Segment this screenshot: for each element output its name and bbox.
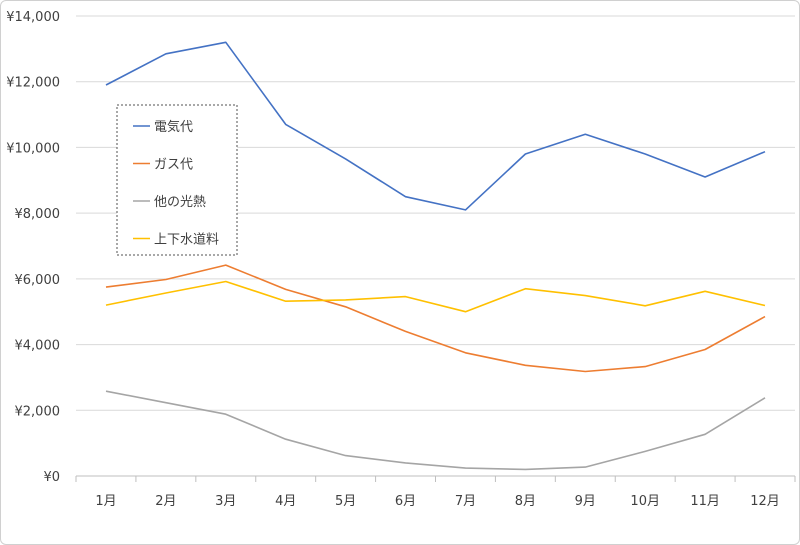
y-tick-label: ¥8,000 (15, 207, 61, 222)
legend-label: ガス代 (154, 158, 193, 173)
series-line (105, 390, 766, 471)
series-line (105, 280, 766, 313)
y-tick-label: ¥12,000 (6, 76, 60, 91)
x-tick-label: 10月 (630, 494, 660, 509)
series-lines (105, 41, 766, 471)
legend-label: 他の光熱 (154, 195, 206, 210)
x-tick-label: 3月 (215, 494, 236, 509)
x-tick-label: 6月 (395, 494, 416, 509)
x-tick-label: 9月 (575, 494, 596, 509)
y-tick-label: ¥0 (43, 470, 60, 485)
y-tick-label: ¥6,000 (15, 273, 61, 288)
legend-label: 電気代 (154, 119, 193, 135)
y-tick-label: ¥4,000 (15, 339, 61, 354)
x-tick-label: 8月 (515, 494, 536, 509)
x-tick-label: 5月 (335, 494, 356, 509)
x-tick-label: 2月 (155, 494, 176, 509)
legend-label: 上下水道料 (154, 233, 219, 248)
series-line (105, 41, 766, 211)
y-tick-label: ¥2,000 (15, 404, 61, 419)
series-line (105, 264, 766, 373)
x-tick-label: 11月 (690, 494, 720, 509)
x-tick-label: 1月 (95, 494, 116, 509)
x-tick-label: 12月 (750, 494, 780, 509)
y-tick-label: ¥10,000 (6, 141, 60, 156)
x-tick-label: 4月 (275, 494, 296, 509)
x-tick-label: 7月 (455, 494, 476, 509)
legend-box (116, 104, 238, 256)
axes: ¥0 ¥2,000 ¥4,000 ¥6,000 ¥8,000 ¥10,000 ¥12,000… (6, 10, 796, 509)
y-tick-label: ¥14,000 (6, 10, 60, 25)
